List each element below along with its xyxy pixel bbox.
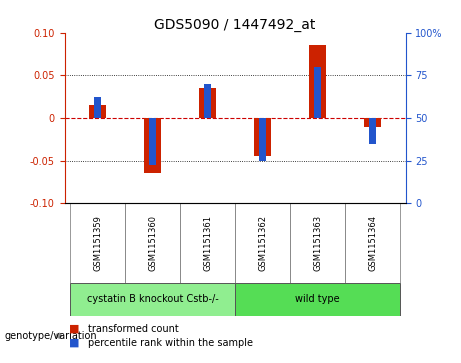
Text: GSM1151361: GSM1151361 bbox=[203, 215, 212, 271]
Bar bbox=[235, 283, 400, 316]
Text: wild type: wild type bbox=[296, 294, 340, 305]
Bar bbox=[369, 118, 376, 143]
Text: GSM1151359: GSM1151359 bbox=[93, 215, 102, 271]
Text: GSM1151364: GSM1151364 bbox=[368, 215, 377, 271]
Bar bbox=[144, 118, 161, 174]
Bar bbox=[254, 118, 271, 156]
Text: ■: ■ bbox=[69, 323, 80, 334]
Title: GDS5090 / 1447492_at: GDS5090 / 1447492_at bbox=[154, 18, 316, 32]
Text: GSM1151362: GSM1151362 bbox=[258, 215, 267, 271]
Bar bbox=[309, 45, 326, 118]
Text: genotype/variation: genotype/variation bbox=[5, 331, 97, 341]
Text: GSM1151360: GSM1151360 bbox=[148, 215, 157, 271]
Bar bbox=[204, 84, 211, 118]
Bar bbox=[70, 283, 235, 316]
Text: cystatin B knockout Cstb-/-: cystatin B knockout Cstb-/- bbox=[87, 294, 219, 305]
Bar bbox=[94, 97, 101, 118]
Bar bbox=[260, 118, 266, 160]
Text: percentile rank within the sample: percentile rank within the sample bbox=[88, 338, 253, 348]
Text: transformed count: transformed count bbox=[88, 323, 178, 334]
Bar bbox=[149, 118, 156, 165]
Bar bbox=[314, 67, 321, 118]
Bar bbox=[364, 118, 381, 126]
Text: GSM1151363: GSM1151363 bbox=[313, 215, 322, 271]
Bar bbox=[89, 105, 106, 118]
Text: ■: ■ bbox=[69, 338, 80, 348]
Bar bbox=[199, 88, 216, 118]
